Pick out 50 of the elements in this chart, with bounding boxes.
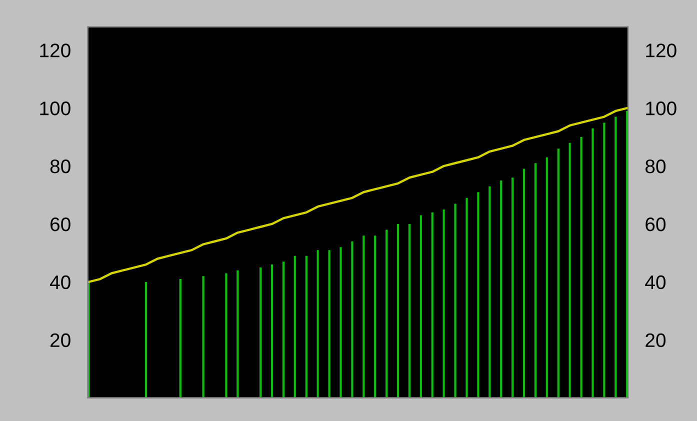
y-tick-label: 60	[50, 217, 70, 232]
bar	[454, 204, 456, 398]
bar	[500, 180, 502, 398]
bar	[603, 122, 606, 398]
bar	[236, 270, 239, 398]
y-tick-label: 100	[40, 102, 70, 116]
y2-tick-label: 20	[646, 333, 666, 348]
y2-tick-label: 80	[646, 160, 666, 174]
bar	[305, 256, 308, 398]
bar	[282, 262, 284, 398]
bar	[534, 163, 536, 398]
bar	[488, 186, 491, 398]
bar	[568, 142, 571, 398]
bar	[351, 241, 354, 398]
bar	[328, 250, 330, 398]
bar	[614, 116, 617, 398]
bar	[512, 178, 514, 398]
bar	[477, 192, 480, 398]
bar	[362, 236, 365, 398]
y-tick-label: 20	[50, 333, 70, 348]
line-series	[88, 106, 628, 284]
bar	[420, 215, 422, 398]
bar	[557, 148, 560, 398]
bar	[466, 198, 468, 398]
bar	[522, 168, 526, 398]
y-tick-label: 120	[40, 44, 70, 58]
bar	[374, 236, 376, 398]
bar	[260, 267, 262, 398]
y2-tick-label: 40	[645, 275, 666, 290]
bar	[202, 276, 204, 398]
y2-tick-label: 60	[646, 217, 666, 232]
bar	[386, 230, 388, 398]
bar	[431, 212, 434, 398]
bar	[316, 250, 319, 398]
bar	[580, 137, 582, 398]
bar	[442, 209, 445, 398]
y-tick-label: 40	[50, 275, 70, 290]
bar	[294, 256, 296, 398]
y-tick-label: 80	[50, 160, 70, 174]
bar	[592, 128, 594, 398]
bar	[179, 279, 182, 398]
bar	[144, 282, 148, 398]
bar	[546, 157, 548, 398]
bar	[408, 224, 410, 398]
bar	[340, 247, 342, 398]
bar	[270, 264, 274, 398]
bar	[225, 273, 228, 398]
y2-tick-label: 100	[646, 102, 676, 116]
y2-tick-label: 120	[646, 44, 676, 58]
bar	[396, 224, 400, 398]
